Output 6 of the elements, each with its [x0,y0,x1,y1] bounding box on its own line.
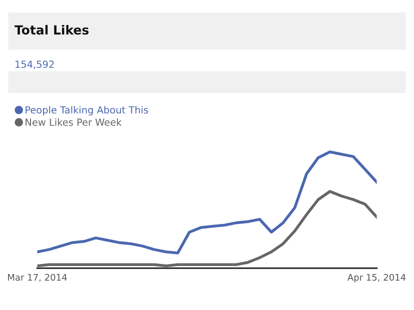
x-tick-label: Mar 17, 2014 [8,274,67,282]
chart-subtitle: 154,592 [16,60,54,69]
x-tick-label: Apr 15, 2014 [347,274,406,282]
legend-label: People Talking About This [26,106,148,116]
legend-label: New Likes Per Week [26,118,122,126]
chart-title: Total Likes [14,24,89,35]
